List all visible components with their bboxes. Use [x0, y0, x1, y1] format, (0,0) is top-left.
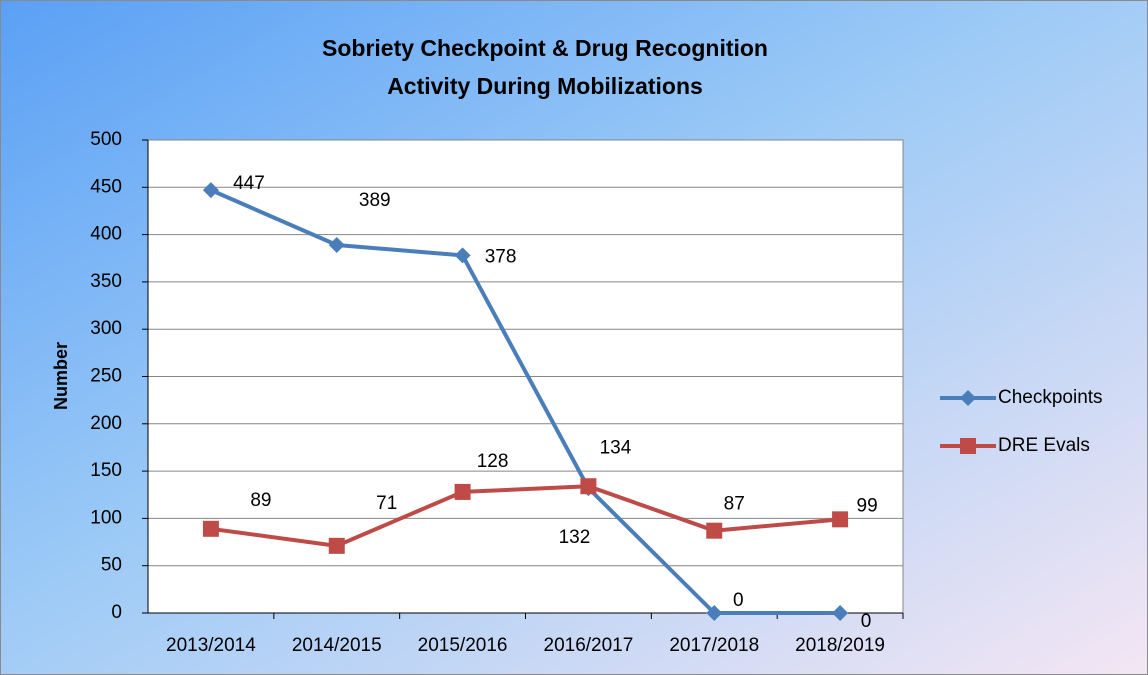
- legend-marker: [960, 438, 976, 454]
- x-tick-label: 2015/2016: [418, 635, 508, 656]
- data-point: [202, 182, 219, 199]
- y-tick-label: 300: [90, 318, 122, 339]
- data-label: 447: [233, 173, 265, 194]
- data-label: 0: [733, 590, 744, 611]
- data-point: [580, 478, 597, 495]
- data-label: 71: [376, 493, 397, 514]
- y-tick-label: 50: [101, 555, 122, 576]
- x-tick-label: 2014/2015: [292, 635, 382, 656]
- series-line: [210, 188, 841, 615]
- y-tick-label: 150: [90, 460, 122, 481]
- y-tick-label: 350: [90, 271, 122, 292]
- data-label: 99: [857, 495, 878, 516]
- y-tick-label: 400: [90, 224, 122, 245]
- data-point: [328, 537, 345, 554]
- y-tick-label: 250: [90, 366, 122, 387]
- y-tick-label: 500: [90, 129, 122, 150]
- data-label: 378: [485, 246, 517, 267]
- y-tick-label: 200: [90, 413, 122, 434]
- y-tick-label: 0: [111, 602, 122, 623]
- x-tick-label: 2013/2014: [166, 635, 256, 656]
- data-point: [706, 605, 723, 621]
- data-label: 134: [600, 437, 632, 458]
- data-label: 132: [559, 527, 591, 548]
- data-point: [454, 483, 471, 500]
- data-point: [454, 247, 471, 264]
- chart-title: Sobriety Checkpoint & Drug Recognition: [322, 35, 768, 61]
- data-point: [328, 237, 345, 254]
- data-point: [202, 520, 219, 537]
- data-label: 0: [861, 611, 872, 632]
- x-tick-label: 2017/2018: [669, 635, 759, 656]
- series-line: [210, 484, 841, 548]
- y-tick-label: 450: [90, 176, 122, 197]
- y-tick-label: 100: [90, 507, 122, 528]
- data-label: 389: [359, 190, 391, 211]
- x-tick-label: 2016/2017: [544, 635, 634, 656]
- x-tick-label: 2018/2019: [795, 635, 885, 656]
- chart-title: Activity During Mobilizations: [387, 73, 703, 99]
- data-point: [832, 511, 849, 528]
- data-label: 128: [477, 451, 509, 472]
- data-point: [832, 605, 849, 621]
- y-axis-label: Number: [51, 342, 71, 410]
- legend-label: Checkpoints: [998, 387, 1103, 408]
- legend-label: DRE Evals: [998, 435, 1090, 456]
- data-label: 87: [724, 494, 745, 515]
- data-label: 89: [250, 490, 271, 511]
- legend-marker: [960, 390, 976, 406]
- data-point: [706, 522, 723, 539]
